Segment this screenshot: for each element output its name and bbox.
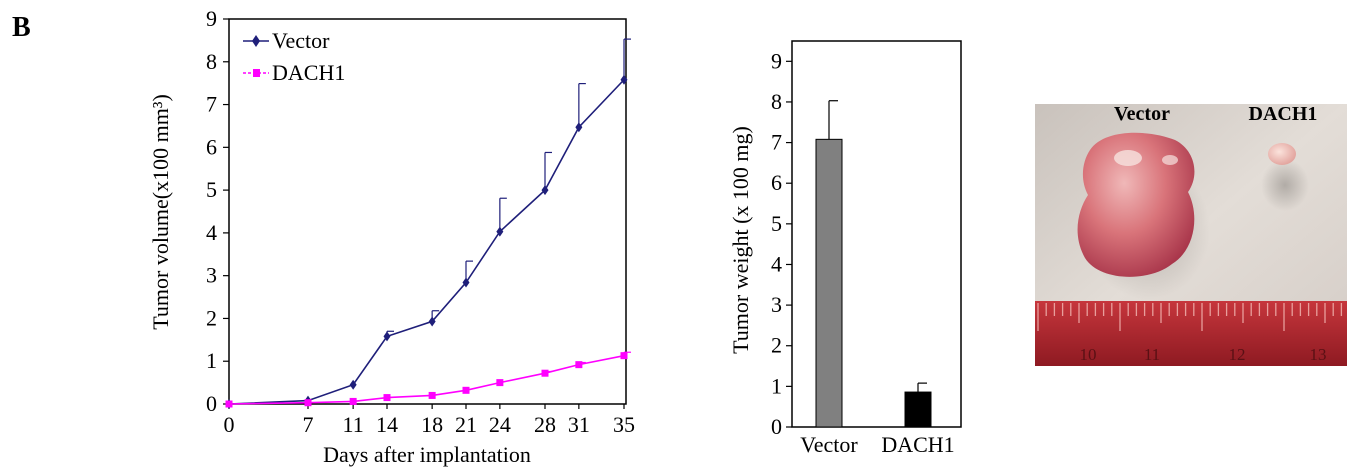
bar-chart-y-tick-label: 3 <box>771 292 782 317</box>
line-chart: 0 1 2 3 4 5 6 7 8 9 0 7 11 14 18 21 24 28 31 35 Days after… <box>148 6 635 467</box>
dach1-tumor <box>1268 143 1296 165</box>
bar-chart-y-tick-label: 2 <box>771 333 782 358</box>
bar-chart-category-label: DACH1 <box>881 432 954 457</box>
tumor-highlight <box>1114 150 1142 166</box>
line-chart-frame <box>228 18 627 405</box>
line-chart-x-tick-label: 24 <box>489 412 511 437</box>
line-chart-x-tick-label: 21 <box>455 412 477 437</box>
ruler-ticks <box>1037 303 1343 331</box>
line-chart-y-tick-label: 3 <box>206 263 217 288</box>
bar-chart-y-tick-label: 0 <box>771 414 782 439</box>
bar-chart-y-tick-label: 5 <box>771 211 782 236</box>
bar-chart-y-label: Tumor weight (x 100 mg) <box>728 126 753 354</box>
line-chart-x-tick-label: 35 <box>613 412 635 437</box>
photo-label-dach1: DACH1 <box>1249 103 1318 125</box>
line-chart-legend: Vector DACH1 <box>243 28 345 85</box>
line-chart-x-tick-label: 14 <box>376 412 398 437</box>
line-chart-x-tick-label: 11 <box>343 412 364 437</box>
ruler-number: 12 <box>1229 345 1246 364</box>
bar-chart-category-label: Vector <box>800 432 858 457</box>
bar-dach1 <box>904 391 932 428</box>
data-point <box>349 397 357 405</box>
data-point <box>428 391 436 399</box>
line-chart-x-tick-label: 0 <box>224 412 235 437</box>
series-dach1 <box>225 351 631 408</box>
tumor-photo: Vector DACH1 10 11 12 13 <box>1035 103 1347 366</box>
line-chart-y-tick-label: 8 <box>206 49 217 74</box>
data-point <box>541 185 549 196</box>
photo-label-vector: Vector <box>1114 103 1170 125</box>
data-point <box>541 369 549 377</box>
bar-chart-y-tick-label: 8 <box>771 89 782 114</box>
legend-dach1-marker <box>253 69 260 77</box>
series-vector <box>225 38 631 409</box>
bar-chart-bars: Vector DACH1 <box>800 100 955 457</box>
line-chart-x-tick-label: 18 <box>421 412 443 437</box>
series-line <box>228 79 625 405</box>
bar-chart-y-tick-label: 9 <box>771 48 782 73</box>
data-point <box>496 379 504 387</box>
panel-label: B <box>12 12 31 43</box>
line-chart-x-tick-label: 31 <box>568 412 590 437</box>
bar-chart-y-axis: 0 1 2 3 4 5 6 7 8 9 <box>771 48 792 439</box>
bar-chart-y-tick-label: 6 <box>771 170 782 195</box>
line-chart-y-tick-label: 1 <box>206 348 217 373</box>
tumor-highlight <box>1162 155 1178 165</box>
bar-chart-y-tick-label: 1 <box>771 373 782 398</box>
bar-vector <box>815 138 843 428</box>
data-point <box>496 226 504 237</box>
data-point <box>304 399 312 407</box>
bar-chart-y-tick-label: 4 <box>771 251 782 276</box>
data-point <box>620 352 628 360</box>
data-point <box>428 316 436 327</box>
data-point <box>575 361 583 369</box>
vector-tumor <box>1077 132 1195 277</box>
ruler-number: 13 <box>1310 345 1327 364</box>
line-chart-y-tick-label: 4 <box>206 220 217 245</box>
ruler-number: 10 <box>1080 345 1097 364</box>
data-point <box>383 331 391 342</box>
line-chart-x-tick-label: 7 <box>303 412 314 437</box>
data-point <box>349 379 357 390</box>
legend-vector-label: Vector <box>272 28 330 53</box>
data-point <box>383 394 391 402</box>
line-chart-x-axis: 0 7 11 14 18 21 24 28 31 35 <box>224 404 635 437</box>
bar-chart-y-tick-label: 7 <box>771 130 782 155</box>
data-point <box>620 74 628 85</box>
line-chart-y-label: Tumor volume(x100 mm³) <box>148 94 173 330</box>
bar-chart: 0 1 2 3 4 5 6 7 8 9 Vector DACH1 Tumor weight (x 1… <box>728 40 962 457</box>
line-chart-y-tick-label: 9 <box>206 6 217 31</box>
data-point <box>225 400 233 408</box>
ruler-number: 11 <box>1144 345 1160 364</box>
line-chart-x-label: Days after implantation <box>323 442 531 467</box>
line-chart-y-tick-label: 5 <box>206 177 217 202</box>
bar-chart-frame <box>791 40 962 428</box>
line-chart-x-tick-label: 28 <box>534 412 556 437</box>
line-chart-y-tick-label: 2 <box>206 305 217 330</box>
legend-vector-marker <box>252 35 260 47</box>
line-chart-y-tick-label: 0 <box>206 391 217 416</box>
small-tumor-shadow <box>1261 159 1309 211</box>
line-chart-y-axis: 0 1 2 3 4 5 6 7 8 9 <box>206 6 229 416</box>
legend-dach1-label: DACH1 <box>272 60 345 85</box>
data-point <box>462 277 470 288</box>
data-point <box>575 122 583 133</box>
data-point <box>462 386 470 394</box>
line-chart-y-tick-label: 6 <box>206 134 217 159</box>
series-line <box>228 354 625 405</box>
line-chart-series <box>225 38 631 409</box>
line-chart-y-tick-label: 7 <box>206 92 217 117</box>
